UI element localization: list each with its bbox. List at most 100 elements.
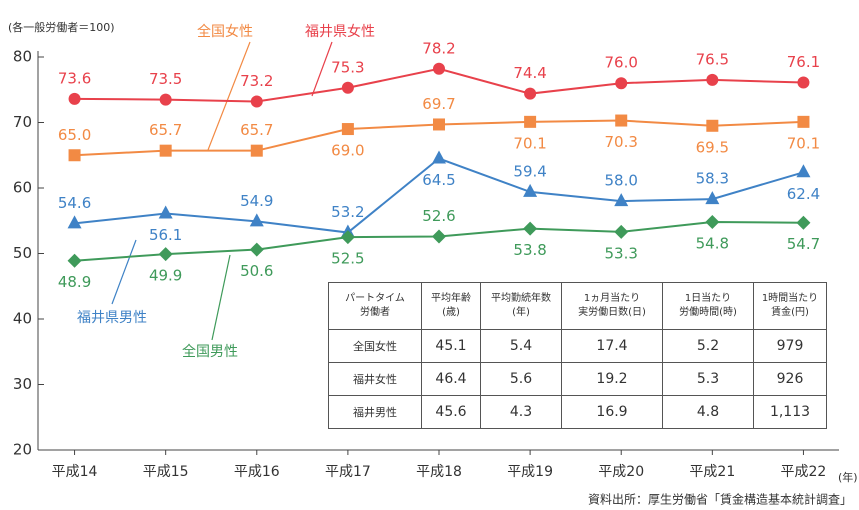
data-label: 74.4 — [513, 64, 546, 82]
marker — [68, 149, 81, 162]
x-tick-label: 平成14 — [52, 464, 98, 480]
data-label: 78.2 — [422, 39, 455, 57]
data-label: 54.7 — [787, 235, 820, 253]
marker — [706, 119, 719, 132]
marker — [250, 144, 263, 157]
data-label: 65.7 — [240, 121, 273, 139]
table-row: 全国女性 45.1 5.4 17.4 5.2 979 — [328, 329, 827, 363]
table-cell: 19.2 — [561, 362, 663, 396]
table-cell: 926 — [753, 362, 827, 396]
table-cell: 5.3 — [662, 362, 754, 396]
data-label: 69.0 — [331, 142, 364, 160]
data-label: 65.0 — [58, 126, 91, 144]
y-tick-label: 60 — [13, 179, 32, 197]
table-cell: 1日当たり 労働時間(時) — [662, 282, 754, 330]
y-tick-label: 40 — [13, 310, 32, 328]
data-label: 73.2 — [240, 72, 273, 90]
source: 資料出所：厚生労働省「賃金構造基本統計調査」 — [588, 492, 852, 507]
marker — [341, 81, 354, 94]
marker — [706, 73, 719, 86]
table-cell: 4.3 — [480, 395, 562, 429]
data-label: 73.6 — [58, 69, 91, 87]
table-cell: 17.4 — [561, 329, 663, 363]
marker — [615, 114, 628, 127]
series-name: 全国男性 — [182, 343, 238, 360]
data-label: 53.2 — [331, 203, 364, 221]
data-label: 54.6 — [58, 194, 91, 212]
data-label: 52.6 — [422, 207, 455, 225]
y-tick-label: 70 — [13, 113, 32, 131]
series-name: 福井県男性 — [77, 310, 147, 326]
x-tick-label: 平成18 — [416, 464, 462, 480]
table-cell: 平均年齢 (歳) — [421, 282, 481, 330]
table-cell: 46.4 — [421, 362, 481, 396]
marker — [340, 230, 355, 245]
leader-line — [211, 254, 231, 341]
marker — [705, 215, 720, 230]
y-tick-label: 80 — [13, 48, 32, 66]
marker — [432, 150, 446, 164]
leader-line — [111, 239, 137, 305]
data-label: 76.5 — [696, 50, 729, 68]
marker — [523, 221, 538, 236]
marker — [158, 205, 173, 219]
x-tick-label: 平成21 — [689, 464, 735, 480]
table-cell: 16.9 — [561, 395, 663, 429]
data-label: 50.6 — [240, 262, 273, 280]
table-cell: 4.8 — [662, 395, 754, 429]
data-label: 48.9 — [58, 273, 91, 291]
data-label: 52.5 — [331, 250, 364, 268]
leader-line — [311, 41, 333, 97]
y-tick-label: 30 — [13, 375, 32, 393]
leader-line — [207, 41, 251, 151]
data-label: 54.9 — [240, 192, 273, 210]
x-tick-label: 平成16 — [234, 464, 280, 480]
data-label: 65.7 — [149, 121, 182, 139]
data-label: 49.9 — [149, 267, 182, 285]
data-label: 76.0 — [605, 54, 638, 72]
marker — [614, 193, 629, 207]
data-label: 76.1 — [787, 53, 820, 71]
x-tick-label: 平成15 — [143, 464, 189, 480]
x-tick-label: 平成19 — [507, 464, 553, 480]
y-tick-label: 50 — [13, 244, 32, 262]
marker — [615, 77, 628, 90]
x-tick-label: 平成22 — [781, 464, 827, 480]
data-label: 58.0 — [605, 172, 638, 190]
marker — [433, 118, 445, 131]
marker — [797, 76, 810, 89]
marker — [796, 164, 811, 178]
marker — [158, 247, 173, 262]
table-cell: 1時間当たり 賃金(円) — [753, 282, 827, 330]
table-cell: 45.6 — [421, 395, 481, 429]
marker — [68, 92, 81, 105]
marker — [524, 87, 537, 100]
series-name: 福井県女性 — [305, 23, 375, 40]
marker — [432, 229, 446, 244]
table-cell: 5.2 — [662, 329, 754, 363]
data-label: 53.8 — [513, 241, 546, 259]
marker — [159, 93, 172, 106]
data-label: 70.1 — [787, 134, 820, 152]
table-cell: 福井女性 — [328, 362, 422, 396]
x-tick-label: 平成20 — [598, 464, 644, 480]
marker — [250, 95, 263, 108]
marker — [249, 242, 264, 257]
table-cell: 5.6 — [480, 362, 562, 396]
x-unit: (年) — [838, 470, 858, 484]
data-label: 73.5 — [149, 70, 182, 88]
table-cell: 1ヵ月当たり 実労働日数(日) — [561, 282, 663, 330]
data-table: パートタイム 労働者 平均年齢 (歳) 平均勤続年数 (年) 1ヵ月当たり 実労働日数… — [328, 282, 827, 429]
marker — [797, 115, 810, 128]
marker — [67, 215, 82, 229]
marker — [249, 213, 264, 227]
table-row: 福井男性 45.6 4.3 16.9 4.8 1,113 — [328, 395, 827, 429]
marker — [705, 191, 720, 205]
data-label: 69.5 — [696, 138, 729, 156]
x-tick-label: 平成17 — [325, 464, 371, 480]
y-tick-label: 20 — [13, 441, 32, 459]
marker — [159, 144, 172, 157]
marker — [341, 123, 354, 136]
